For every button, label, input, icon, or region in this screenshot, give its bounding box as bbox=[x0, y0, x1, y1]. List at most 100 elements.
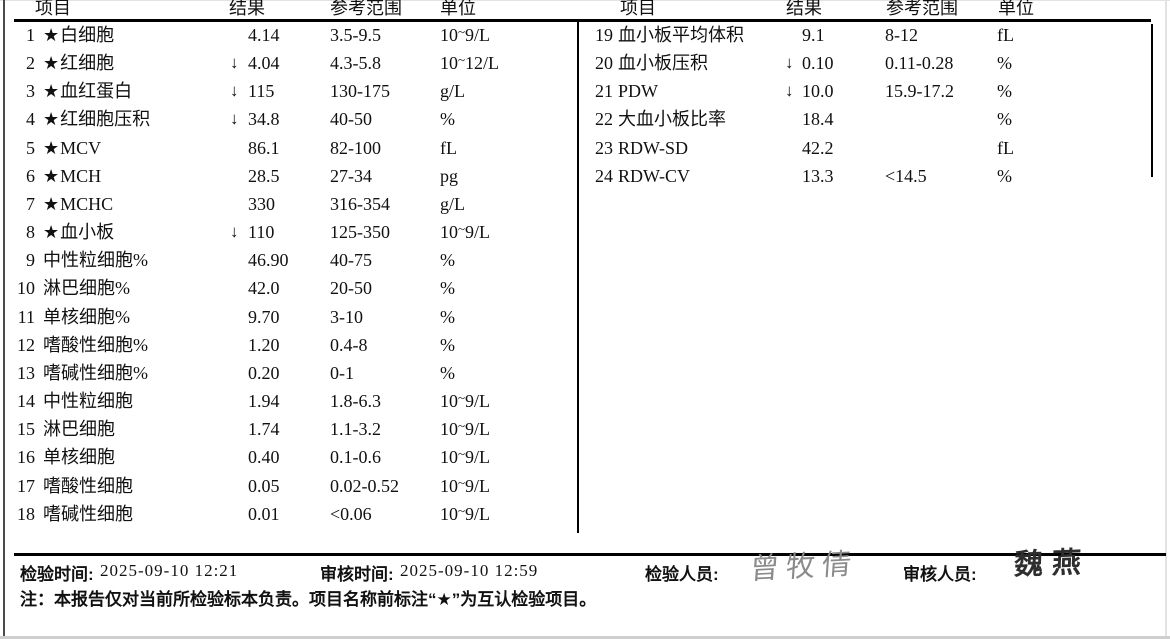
item-cell: ★红细胞 bbox=[43, 49, 114, 77]
result-value: 42.0 bbox=[248, 278, 280, 299]
superscript-tilde: ~ bbox=[458, 52, 466, 68]
left-header-item: 项目 bbox=[35, 0, 71, 18]
table-row: 9 中性粒细胞% 46.90 40-75% bbox=[10, 246, 576, 274]
mutual-recognition-star-icon: ★ bbox=[43, 25, 60, 45]
unit: % bbox=[997, 109, 1012, 130]
result-value: 0.10 bbox=[802, 53, 834, 74]
test-time-value: 2025-09-10 12:21 bbox=[100, 561, 239, 580]
item-cell: ★MCHC bbox=[43, 190, 113, 218]
reference-range: 40-75 bbox=[330, 250, 372, 271]
right-header-item: 项目 bbox=[620, 0, 656, 18]
table-row: 5 ★MCV 86.1 82-100 fL bbox=[10, 134, 576, 162]
item-name: MCV bbox=[60, 137, 102, 158]
item-name: 中性粒细胞% bbox=[43, 250, 148, 271]
row-number: 9 bbox=[26, 250, 35, 271]
result-value: 115 bbox=[248, 81, 275, 102]
item-name: 嗜酸性细胞 bbox=[43, 475, 133, 496]
item-name: 血小板压积 bbox=[618, 53, 708, 74]
row-number: 13 bbox=[17, 362, 35, 383]
table-row: 20 血小板压积 ↓ 0.10 0.11-0.28% bbox=[585, 49, 1163, 77]
table-row: 10 淋巴细胞% 42.0 20-50% bbox=[10, 274, 576, 302]
low-flag-arrow-icon: ↓ bbox=[785, 81, 794, 101]
table-row: 4 ★红细胞压积 ↓ 34.8 40-50% bbox=[10, 105, 576, 133]
table-row: 17 嗜酸性细胞 0.05 0.02-0.52 10~9/L bbox=[10, 472, 576, 500]
item-cell: ★MCH bbox=[43, 162, 101, 190]
unit: % bbox=[440, 362, 455, 383]
row-number: 17 bbox=[17, 475, 35, 496]
mutual-recognition-star-icon: ★ bbox=[43, 81, 60, 102]
table-row: 11 单核细胞% 9.70 3-10% bbox=[10, 303, 576, 331]
reference-range: 3-10 bbox=[330, 306, 363, 327]
unit: fL bbox=[440, 137, 457, 158]
review-time-label: 审核时间: bbox=[320, 565, 394, 584]
table-row: 1 ★白细胞 4.14 3.5-9.5 10~9/L bbox=[10, 21, 576, 49]
page-bottom-edge bbox=[0, 636, 1170, 639]
item-cell: PDW bbox=[618, 77, 658, 105]
unit: % bbox=[440, 334, 455, 355]
reference-range: 0.1-0.6 bbox=[330, 447, 381, 468]
low-flag-arrow-icon: ↓ bbox=[785, 53, 794, 73]
result-value: 9.70 bbox=[248, 306, 280, 327]
result-value: 1.74 bbox=[248, 419, 280, 440]
table-row: 18 嗜碱性细胞 0.01 <0.06 10~9/L bbox=[10, 500, 576, 528]
item-cell: ★白细胞 bbox=[43, 21, 114, 49]
unit: 10~9/L bbox=[440, 24, 491, 45]
row-number: 19 bbox=[595, 25, 613, 45]
result-value: 42.2 bbox=[802, 137, 834, 158]
unit: % bbox=[440, 250, 455, 271]
superscript-tilde: ~ bbox=[458, 418, 466, 434]
item-name: RDW-SD bbox=[618, 137, 689, 158]
item-cell: 单核细胞 bbox=[43, 443, 115, 471]
table-header-rule bbox=[14, 19, 1151, 22]
reference-range: 1.1-3.2 bbox=[330, 419, 381, 440]
superscript-tilde: ~ bbox=[458, 446, 466, 462]
reference-range: 20-50 bbox=[330, 278, 372, 299]
row-number: 14 bbox=[17, 391, 35, 412]
table-row: 22 大血小板比率 18.4% bbox=[585, 105, 1163, 133]
item-cell: 中性粒细胞 bbox=[43, 387, 133, 415]
result-value: 28.5 bbox=[248, 165, 280, 186]
low-flag-arrow-icon: ↓ bbox=[230, 81, 239, 101]
test-time-label: 检验时间: bbox=[20, 565, 94, 584]
superscript-tilde: ~ bbox=[458, 474, 466, 490]
result-value: 34.8 bbox=[248, 109, 280, 130]
table-row: 6 ★MCH 28.5 27-34 pg bbox=[10, 162, 576, 190]
row-number: 10 bbox=[17, 278, 35, 299]
reference-range: 125-350 bbox=[330, 222, 390, 243]
tester-label: 检验人员: bbox=[645, 565, 719, 584]
left-results-table: 1 ★白细胞 4.14 3.5-9.5 10~9/L 2 ★红细胞 ↓ 4.04 4.3-5.8 1… bbox=[10, 21, 576, 528]
mutual-recognition-star-icon: ★ bbox=[43, 165, 60, 186]
left-header-range: 参考范围 bbox=[330, 0, 402, 18]
reference-range: 82-100 bbox=[330, 137, 381, 158]
left-header-unit: 单位 bbox=[440, 0, 476, 18]
unit: % bbox=[440, 109, 455, 130]
reference-range: 15.9-17.2 bbox=[885, 81, 954, 102]
reference-range: 130-175 bbox=[330, 81, 390, 102]
left-header-result: 结果 bbox=[229, 0, 265, 18]
reference-range: 8-12 bbox=[885, 25, 918, 45]
result-value: 4.14 bbox=[248, 25, 280, 45]
table-row: 23 RDW-SD 42.2 fL bbox=[585, 134, 1163, 162]
item-cell: 淋巴细胞% bbox=[43, 274, 130, 302]
superscript-tilde: ~ bbox=[458, 502, 466, 518]
row-number: 6 bbox=[26, 165, 35, 186]
result-value: 46.90 bbox=[248, 250, 289, 271]
mutual-recognition-star-icon: ★ bbox=[43, 137, 60, 158]
low-flag-arrow-icon: ↓ bbox=[230, 53, 239, 73]
unit: pg bbox=[440, 165, 458, 186]
low-flag-arrow-icon: ↓ bbox=[230, 109, 239, 129]
item-name: MCH bbox=[60, 165, 102, 186]
right-table-border bbox=[1151, 24, 1153, 177]
row-number: 18 bbox=[17, 503, 35, 524]
row-number: 7 bbox=[26, 193, 35, 214]
unit: 10~12/L bbox=[440, 52, 500, 74]
item-name: PDW bbox=[618, 81, 658, 102]
result-value: 110 bbox=[248, 222, 275, 243]
table-row: 15 淋巴细胞 1.74 1.1-3.2 10~9/L bbox=[10, 415, 576, 443]
item-name: 血小板 bbox=[60, 222, 115, 243]
unit: % bbox=[997, 81, 1012, 102]
result-value: 0.01 bbox=[248, 503, 280, 524]
reference-range: 0.4-8 bbox=[330, 334, 368, 355]
item-cell: 嗜酸性细胞 bbox=[43, 472, 133, 500]
